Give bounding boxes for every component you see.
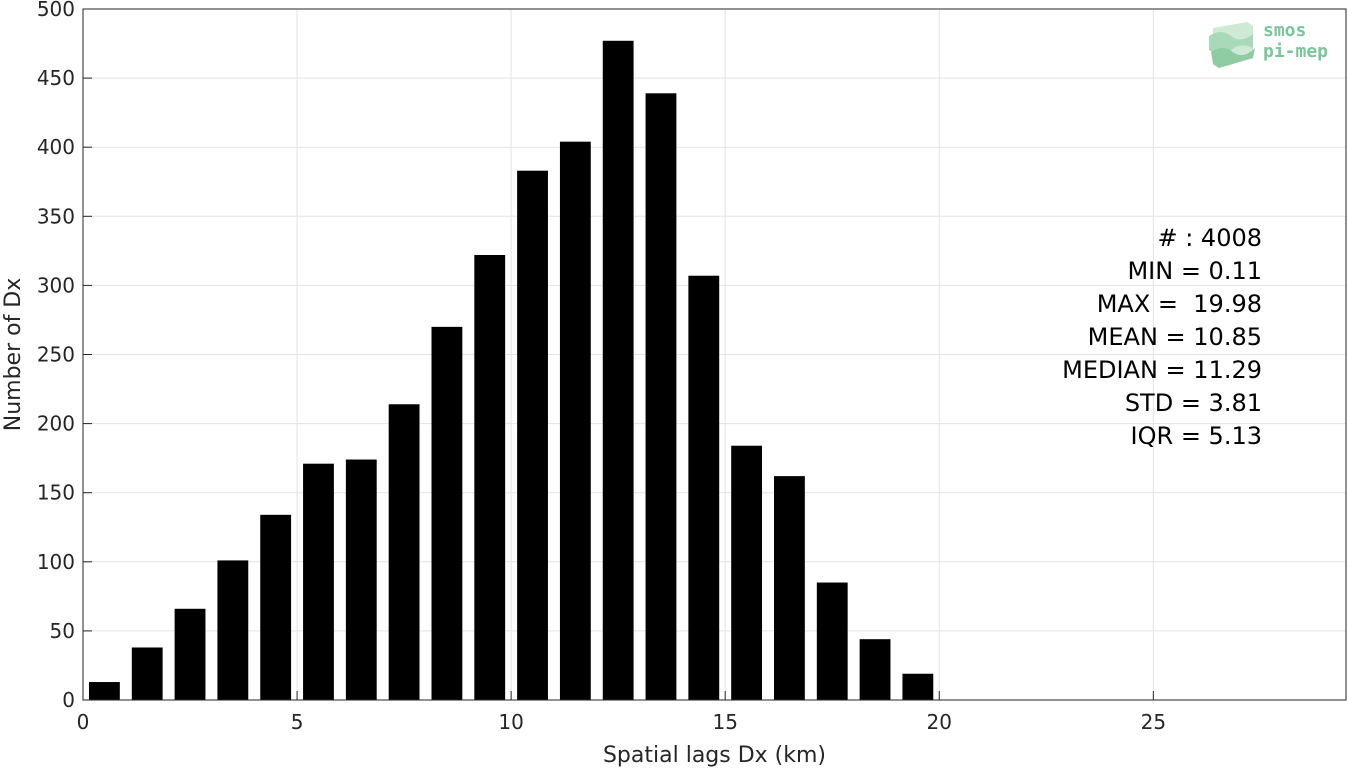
histogram-bar (602, 40, 634, 700)
logo-line-1: smos (1263, 20, 1307, 41)
y-tick-label: 250 (37, 343, 75, 367)
y-tick-label: 450 (37, 66, 75, 90)
smos-pi-mep-logo: smos pi-mep (1207, 18, 1342, 74)
x-tick-label: 0 (77, 710, 90, 734)
stat-min: MIN = 0.11 (1127, 257, 1262, 285)
histogram-bar (431, 326, 463, 700)
axis-ticks: 0 50 100 150 200 250 300 350 400 450 500 0 5 10 15 20 25 (37, 0, 1166, 734)
x-tick-label: 25 (1141, 710, 1166, 734)
stat-median: MEDIAN = 11.29 (1062, 356, 1262, 384)
histogram-bar (303, 463, 334, 700)
histogram-bar (517, 170, 548, 701)
x-tick-label: 10 (498, 710, 523, 734)
x-axis-title: Spatial lags Dx (km) (603, 743, 826, 768)
y-tick-label: 350 (37, 204, 75, 228)
bars (88, 40, 934, 701)
y-tick-label: 50 (50, 619, 75, 643)
histogram-bar (474, 254, 506, 700)
logo-text: smos pi-mep (1263, 20, 1328, 62)
x-tick-label: 15 (712, 710, 737, 734)
histogram-bar (774, 476, 805, 700)
histogram-bar (731, 445, 763, 700)
y-tick-label: 300 (37, 273, 75, 297)
histogram-bar (388, 404, 420, 700)
histogram-bar (902, 673, 934, 700)
stat-iqr: IQR = 5.13 (1130, 422, 1262, 450)
y-tick-label: 100 (37, 550, 75, 574)
logo-line-2: pi-mep (1263, 41, 1329, 62)
histogram-bar (859, 639, 891, 700)
statistics-box: # : 4008 MIN = 0.11 MAX = 19.98 MEAN = 1… (1062, 222, 1262, 453)
y-tick-label: 150 (37, 481, 75, 505)
histogram-bar (217, 560, 249, 700)
stat-std: STD = 3.81 (1124, 389, 1262, 417)
histogram-bar (88, 682, 120, 700)
x-tick-label: 20 (927, 710, 952, 734)
y-axis-title: Number of Dx (1, 278, 26, 432)
histogram-bar (174, 608, 206, 700)
stat-count: # : 4008 (1157, 224, 1262, 252)
histogram-bar (260, 514, 292, 700)
y-tick-label: 500 (37, 0, 75, 21)
histogram-bar (645, 93, 677, 700)
y-tick-label: 400 (37, 135, 75, 159)
stat-mean: MEAN = 10.85 (1087, 323, 1262, 351)
stat-max: MAX = 19.98 (1096, 290, 1262, 318)
histogram-bar (688, 275, 720, 700)
histogram-bar (345, 459, 377, 700)
histogram-bar (816, 582, 848, 700)
histogram-bar (131, 647, 163, 700)
wave-logo-icon (1209, 22, 1255, 68)
y-tick-label: 200 (37, 412, 75, 436)
x-tick-label: 5 (291, 710, 304, 734)
histogram-bar (559, 141, 591, 700)
y-tick-label: 0 (62, 688, 75, 712)
